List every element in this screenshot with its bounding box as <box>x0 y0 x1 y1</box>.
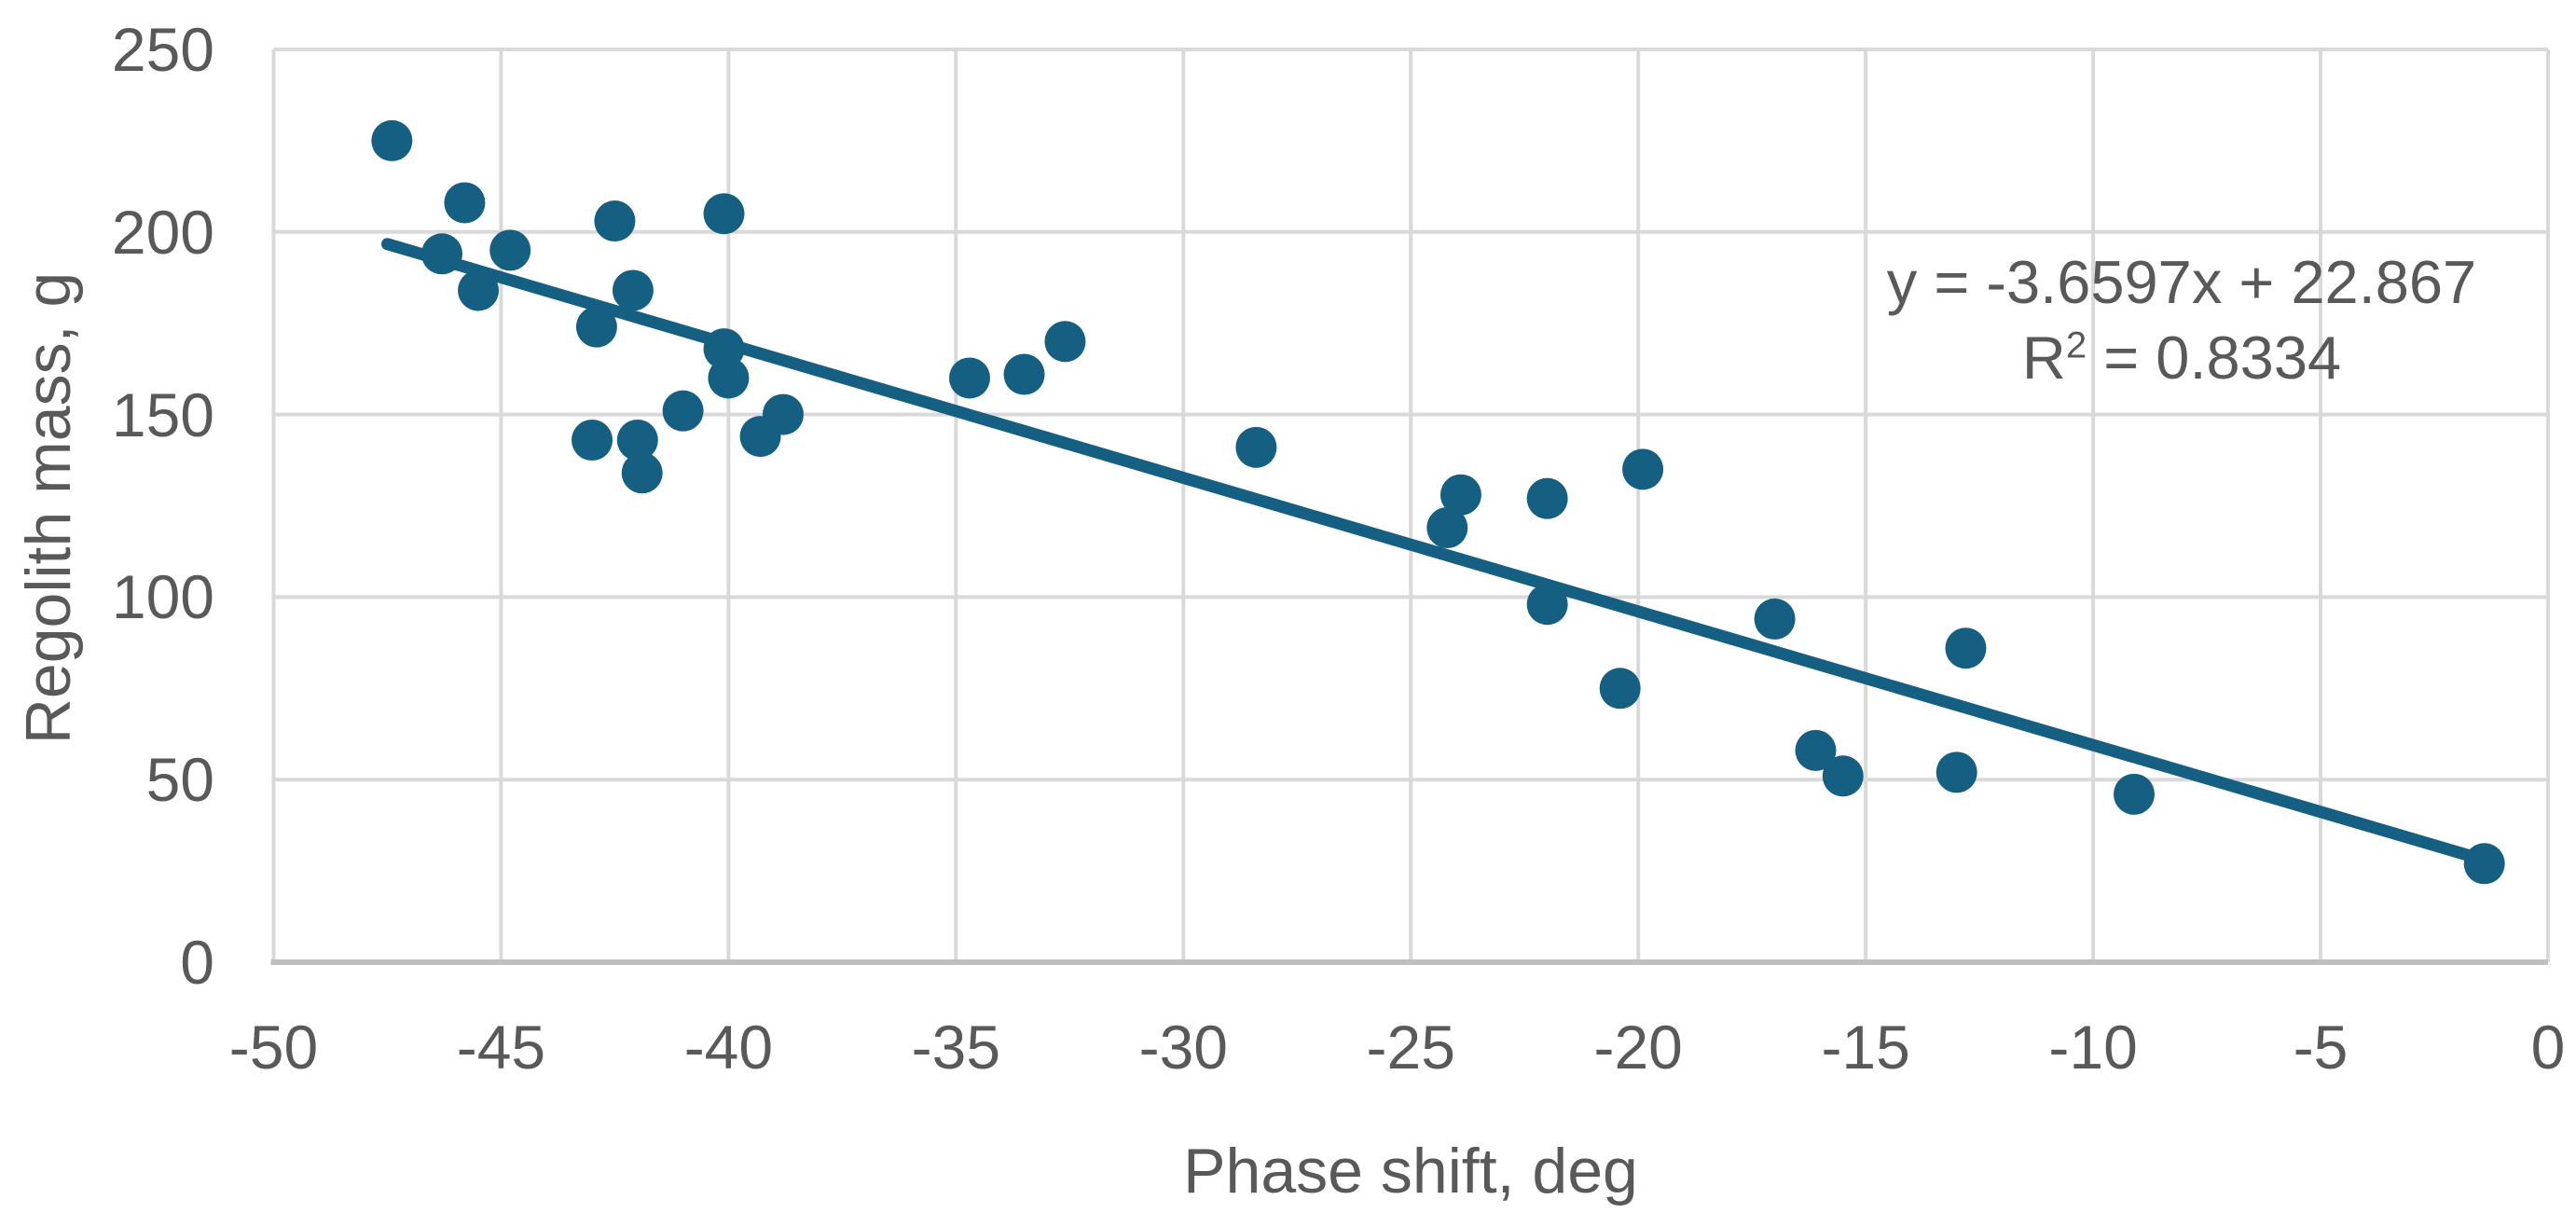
data-point <box>1622 448 1664 490</box>
y-axis-title: Regolith mass, g <box>13 271 84 745</box>
x-tick-label: -5 <box>2293 1013 2349 1082</box>
data-point <box>575 306 617 348</box>
data-point <box>621 452 663 494</box>
x-tick-label: -10 <box>2048 1013 2138 1082</box>
x-tick-label: -15 <box>1821 1013 1910 1082</box>
x-tick-label: -25 <box>1366 1013 1455 1082</box>
r-squared-base: R <box>2021 324 2066 392</box>
x-tick-label: -20 <box>1593 1013 1683 1082</box>
y-tick-label: 250 <box>111 15 214 84</box>
data-point <box>708 357 750 399</box>
data-point <box>1526 584 1568 626</box>
y-tick-label: 200 <box>111 197 214 267</box>
data-point <box>1044 321 1086 363</box>
trendline-equation: y = -3.6597x + 22.867 <box>1886 248 2477 316</box>
data-point <box>458 269 500 311</box>
data-point <box>1235 426 1277 468</box>
data-point <box>662 390 704 432</box>
x-tick-label: -30 <box>1138 1013 1228 1082</box>
data-point <box>612 269 654 311</box>
data-point <box>1003 353 1045 395</box>
y-tick-label: 100 <box>111 562 214 632</box>
data-point <box>1599 668 1641 710</box>
data-point <box>594 200 636 242</box>
y-tick-label: 0 <box>180 928 214 997</box>
data-point <box>1945 627 1987 669</box>
data-point <box>371 119 413 161</box>
data-point <box>1526 477 1568 519</box>
data-point <box>444 182 486 224</box>
data-point <box>2114 773 2156 815</box>
y-tick-label: 50 <box>145 745 214 815</box>
data-point <box>489 229 531 271</box>
data-point <box>1795 729 1837 771</box>
data-point <box>616 420 658 462</box>
data-point <box>572 420 613 462</box>
trendline <box>380 238 2493 867</box>
data-point <box>1935 751 1977 793</box>
data-point <box>762 393 804 435</box>
data-point <box>948 357 990 399</box>
data-point <box>1822 755 1864 797</box>
data-point <box>1426 506 1468 548</box>
x-tick-label: -40 <box>683 1013 774 1082</box>
x-tick-label: -50 <box>228 1013 319 1082</box>
x-tick-label: 0 <box>2530 1013 2566 1082</box>
y-tick-label: 150 <box>111 379 214 449</box>
trendline-annotation: y = -3.6597x + 22.867 R2 = 0.8334 <box>1809 244 2555 395</box>
data-point <box>1754 598 1796 640</box>
x-tick-label: -35 <box>911 1013 1001 1082</box>
data-point <box>703 193 745 235</box>
r-squared-value: = 0.8334 <box>2087 324 2342 392</box>
data-point <box>1440 474 1481 516</box>
x-tick-label: -45 <box>456 1013 546 1082</box>
x-axis-title: Phase shift, deg <box>1183 1136 1638 1206</box>
r-squared-exponent: 2 <box>2065 324 2087 366</box>
trendline-r-squared: R2 = 0.8334 <box>1809 320 2555 395</box>
